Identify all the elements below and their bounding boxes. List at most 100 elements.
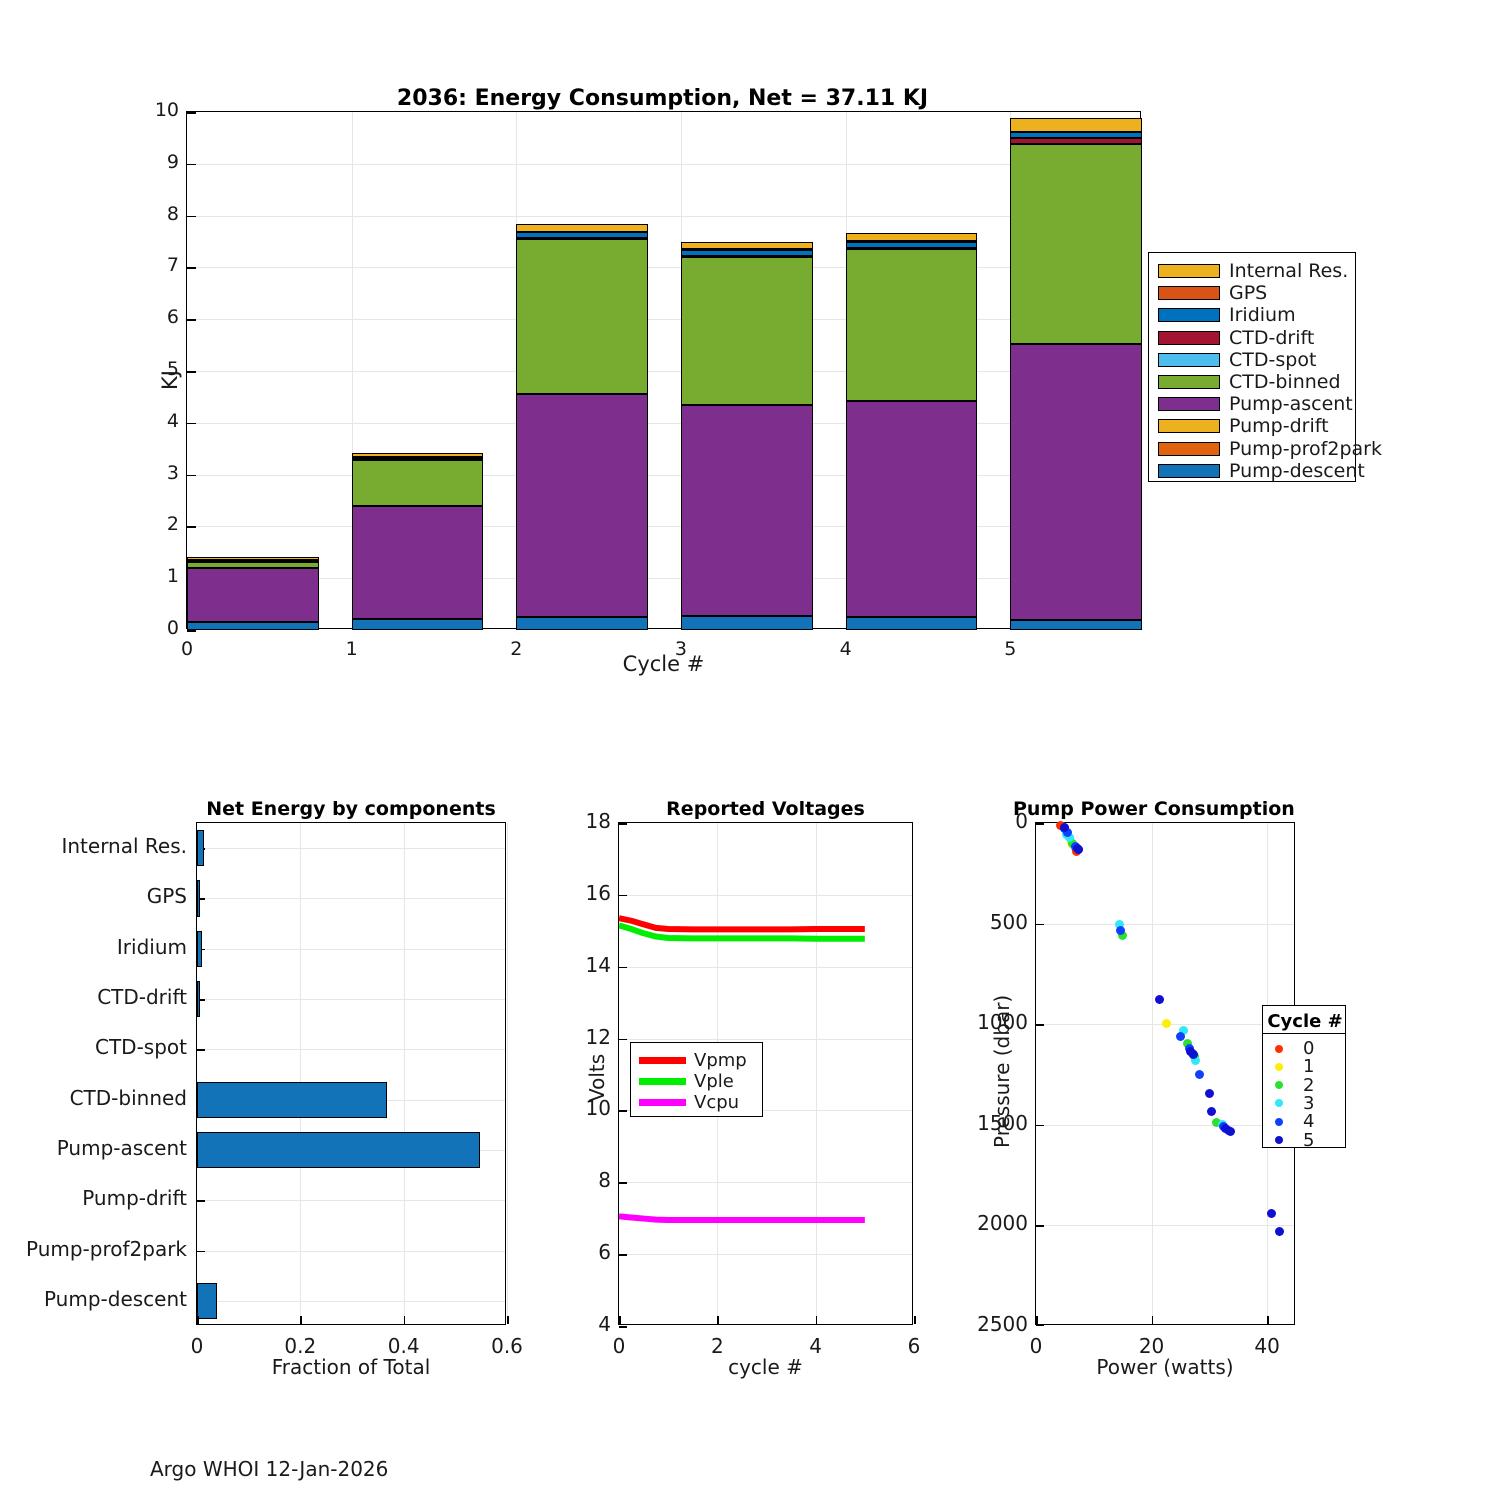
- legend-item-pump-descent[interactable]: Pump-descent: [1158, 460, 1365, 482]
- footer-text: Argo WHOI 12-Jan-2026: [150, 1457, 389, 1481]
- legend-label: Pump-drift: [1229, 415, 1329, 438]
- bar-segment: [187, 561, 319, 568]
- scatter-point: [1162, 1018, 1172, 1028]
- legend-item-gps[interactable]: GPS: [1158, 282, 1267, 304]
- tick-y: [619, 1110, 627, 1112]
- bar-segment: [351, 618, 484, 630]
- voltages-legend: Vpmp Vple Vcpu: [630, 1042, 763, 1117]
- pump-power-xlabel: Power (watts): [1096, 1355, 1234, 1379]
- legend-item-cycle-0[interactable]: 0: [1275, 1038, 1314, 1059]
- legend-label: 1: [1303, 1056, 1315, 1078]
- legend-dot: [1275, 1099, 1283, 1108]
- category-label: Pump-drift: [82, 1186, 187, 1211]
- y-tick-label: 1000: [977, 1010, 1028, 1035]
- legend-item-vple[interactable]: Vple: [639, 1071, 734, 1092]
- gridline-y: [1036, 1124, 1294, 1126]
- gridline-x: [351, 112, 353, 628]
- legend-item-ctd-binned[interactable]: CTD-binned: [1158, 371, 1341, 393]
- legend-item-vpmp[interactable]: Vpmp: [639, 1050, 747, 1071]
- legend-item-ctd-drift[interactable]: CTD-drift: [1158, 327, 1314, 349]
- scatter-point: [1221, 1124, 1230, 1134]
- legend-item-pump-prof2park[interactable]: Pump-prof2park: [1158, 438, 1382, 460]
- legend-item-cycle-2[interactable]: 2: [1275, 1075, 1314, 1096]
- bar-segment: [516, 616, 649, 630]
- scatter-point: [1195, 1070, 1204, 1079]
- tick-y: [1036, 823, 1044, 825]
- scatter-point: [1183, 1038, 1193, 1048]
- tick-y: [197, 1200, 205, 1202]
- bar-segment: [351, 460, 484, 506]
- tick-y: [619, 1326, 627, 1328]
- legend-dot: [1275, 1117, 1283, 1126]
- bar-segment: [187, 621, 319, 630]
- main-chart-xlabel: Cycle #: [622, 652, 705, 676]
- legend-dot: [1275, 1044, 1283, 1053]
- bar-segment: [845, 241, 978, 248]
- gridline-y: [187, 371, 1140, 372]
- legend-label: Pump-ascent: [1229, 393, 1353, 416]
- legend-item-cycle-3[interactable]: 3: [1275, 1093, 1314, 1114]
- gridline-y: [187, 578, 1140, 580]
- scatter-point: [1205, 1089, 1215, 1099]
- main-chart-ylabel: KJ: [158, 370, 182, 390]
- voltages-title: Reported Voltages: [666, 798, 865, 820]
- y-tick-label: 2500: [977, 1312, 1028, 1336]
- bar-segment: [351, 453, 484, 457]
- legend-swatch: [1158, 264, 1220, 278]
- legend-item-internal-res-[interactable]: Internal Res.: [1158, 260, 1348, 282]
- scatter-point: [1117, 931, 1127, 941]
- y-tick-label: 5: [166, 358, 179, 380]
- x-tick-label: 2: [710, 1334, 724, 1358]
- gridline-y: [197, 999, 505, 1001]
- legend-item-pump-ascent[interactable]: Pump-ascent: [1158, 393, 1353, 415]
- gridline-x: [507, 823, 508, 1324]
- bar-segment: [516, 239, 649, 394]
- legend-item-pump-drift[interactable]: Pump-drift: [1158, 415, 1329, 437]
- scatter-point: [1063, 827, 1073, 837]
- legend-item-cycle-5[interactable]: 5: [1275, 1130, 1314, 1151]
- scatter-point: [1175, 1031, 1185, 1041]
- y-tick-label: 12: [585, 1024, 611, 1049]
- category-label: Iridium: [116, 934, 187, 959]
- tick-y: [187, 267, 196, 269]
- category-label: GPS: [146, 884, 187, 909]
- category-label: CTD-spot: [95, 1035, 187, 1060]
- legend-swatch: [1158, 463, 1220, 478]
- legend-label: 5: [1303, 1129, 1315, 1151]
- tick-y: [1036, 1225, 1044, 1227]
- legend-title: Cycle #: [1267, 1011, 1343, 1032]
- voltage-line-vpmp: [619, 915, 865, 933]
- category-label: Internal Res.: [61, 834, 187, 859]
- legend-item-cycle-4[interactable]: 4: [1275, 1111, 1314, 1132]
- tick-y: [187, 319, 196, 321]
- gridline-y: [619, 1038, 912, 1040]
- voltages-ylabel: Volts: [585, 1053, 609, 1102]
- y-tick-label: 8: [598, 1168, 611, 1193]
- tick-y: [187, 371, 196, 373]
- legend-item-iridium[interactable]: Iridium: [1158, 304, 1296, 326]
- pump-power-title: Pump Power Consumption: [1013, 798, 1295, 820]
- tick-y: [187, 112, 196, 114]
- y-tick-label: 1500: [977, 1110, 1028, 1135]
- y-tick-label: 16: [585, 880, 611, 905]
- main-chart-plot-area: 0 1 2 3 4 5 6 7 8 9 10 0 1 2 3 4 5: [155, 99, 1142, 660]
- gridline-y: [197, 948, 505, 950]
- x-tick-label: 6: [907, 1334, 921, 1358]
- gridline-x: [815, 823, 817, 1324]
- horizontal-bar: [197, 1282, 217, 1319]
- tick-x: [403, 1316, 406, 1324]
- bar-segment: [680, 405, 813, 616]
- scatter-point: [1274, 1226, 1284, 1236]
- legend-item-vcpu[interactable]: Vcpu: [639, 1092, 739, 1113]
- legend-swatch: [1158, 397, 1220, 412]
- category-label: Pump-descent: [43, 1286, 187, 1311]
- pump-power-legend: Cycle # 0 1 2 3 4 5: [1262, 1005, 1346, 1151]
- legend-item-ctd-spot[interactable]: CTD-spot: [1158, 349, 1316, 371]
- y-tick-label: 7: [166, 254, 179, 277]
- legend-item-cycle-1[interactable]: 1: [1275, 1056, 1314, 1077]
- legend-dot: [1275, 1081, 1283, 1090]
- x-tick-label: 0: [190, 1334, 204, 1358]
- tick-x: [619, 1316, 621, 1324]
- gridline-y: [1036, 923, 1294, 925]
- legend-label: GPS: [1229, 282, 1268, 305]
